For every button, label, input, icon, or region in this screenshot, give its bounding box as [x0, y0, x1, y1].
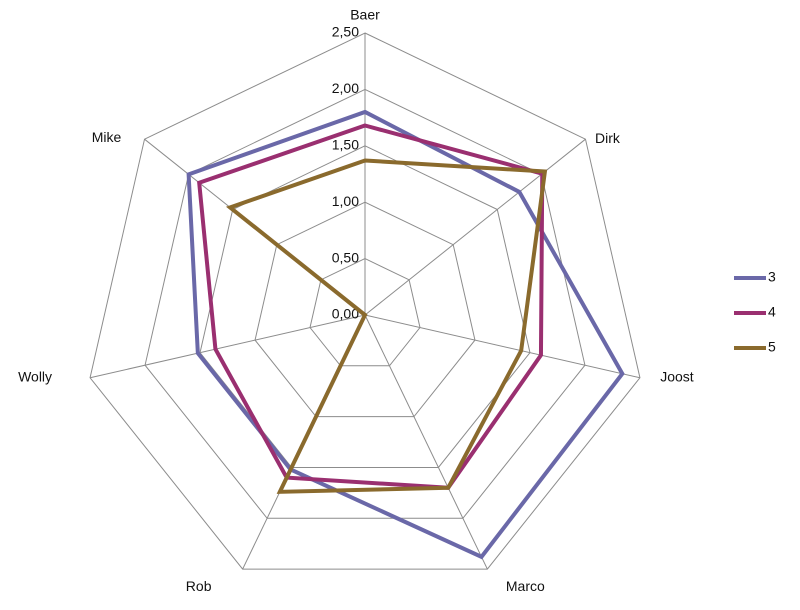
- tick-label-4: 2,00: [332, 80, 359, 96]
- axis-label-wolly: Wolly: [18, 368, 52, 384]
- grid-ring-4: [144, 88, 586, 519]
- axis-label-rob: Rob: [186, 578, 212, 594]
- legend-label-4: 4: [768, 304, 776, 320]
- tick-label-3: 1,50: [332, 137, 359, 153]
- axis-label-mike: Mike: [92, 129, 122, 145]
- axis-label-dirk: Dirk: [595, 130, 621, 146]
- axis-spoke-1: [364, 138, 586, 316]
- grid-ring-2: [254, 201, 476, 418]
- tick-label-5: 2,50: [332, 24, 359, 40]
- grid-ring-3: [199, 145, 531, 468]
- axis-spoke-3: [364, 314, 488, 570]
- tick-label-1: 0,50: [332, 249, 359, 265]
- series-5-line: [225, 158, 548, 494]
- grid-ring-1: [309, 258, 421, 367]
- axis-spoke-5: [89, 314, 366, 379]
- tick-label-2: 1,00: [332, 193, 359, 209]
- legend-label-5: 5: [768, 339, 776, 355]
- axis-label-marco: Marco: [506, 578, 545, 594]
- grid-ring-5: [89, 32, 641, 570]
- tick-label-0: 0,00: [332, 306, 359, 322]
- axis-label-joost: Joost: [660, 368, 694, 384]
- series-4-line: [197, 123, 545, 490]
- legend-label-3: 3: [768, 269, 776, 285]
- axis-spoke-2: [364, 314, 641, 379]
- axis-label-baer: Baer: [350, 7, 380, 23]
